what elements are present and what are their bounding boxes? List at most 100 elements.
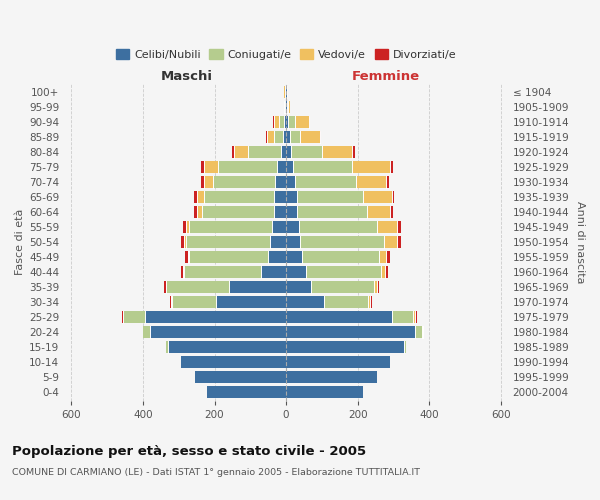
Bar (170, 296, 171, 308)
Bar (217, 296, 286, 308)
Bar (166, 281, 229, 293)
Bar (286, 356, 390, 368)
Bar (204, 176, 213, 188)
Bar (286, 101, 287, 114)
Bar (286, 131, 290, 143)
Text: COMUNE DI CARMIANO (LE) - Dati ISTAT 1° gennaio 2005 - Elaborazione TUTTITALIA.I: COMUNE DI CARMIANO (LE) - Dati ISTAT 1° … (12, 468, 420, 477)
Bar (190, 251, 268, 264)
Bar (288, 101, 290, 114)
Bar (181, 356, 286, 368)
Bar (185, 251, 188, 264)
Bar (270, 236, 286, 248)
Bar (194, 206, 197, 218)
Bar (266, 131, 267, 143)
Bar (286, 281, 311, 293)
Bar (422, 326, 424, 338)
Bar (356, 176, 386, 188)
Bar (184, 266, 261, 278)
Bar (284, 101, 286, 114)
Bar (290, 131, 301, 143)
Bar (234, 146, 248, 158)
Bar (374, 281, 377, 293)
Bar (194, 191, 197, 203)
Bar (286, 161, 293, 173)
Y-axis label: Anni di nascita: Anni di nascita (575, 201, 585, 283)
Bar (297, 191, 363, 203)
Bar (377, 221, 397, 234)
Bar (415, 311, 416, 323)
Bar (274, 131, 283, 143)
Bar (166, 341, 168, 353)
Bar (274, 116, 279, 128)
Bar (379, 251, 386, 264)
Bar (181, 236, 184, 248)
Bar (267, 131, 274, 143)
Bar (186, 221, 190, 234)
Bar (268, 251, 286, 264)
Bar (286, 386, 363, 398)
Bar (415, 326, 422, 338)
Bar (197, 191, 204, 203)
Bar (322, 146, 352, 158)
Bar (286, 341, 404, 353)
Bar (286, 116, 288, 128)
Text: Maschi: Maschi (160, 70, 212, 82)
Text: Popolazione per età, sesso e stato civile - 2005: Popolazione per età, sesso e stato civil… (12, 445, 366, 458)
Bar (320, 131, 321, 143)
Bar (323, 296, 368, 308)
Bar (284, 116, 286, 128)
Bar (201, 176, 204, 188)
Bar (370, 296, 372, 308)
Bar (386, 251, 390, 264)
Bar (293, 161, 352, 173)
Bar (283, 131, 286, 143)
Bar (292, 146, 322, 158)
Bar (286, 191, 297, 203)
Bar (392, 311, 413, 323)
Bar (297, 206, 367, 218)
Bar (404, 341, 406, 353)
Bar (286, 176, 295, 188)
Bar (413, 311, 415, 323)
Bar (363, 191, 392, 203)
Bar (186, 236, 270, 248)
Bar (286, 371, 377, 383)
Bar (286, 251, 302, 264)
Bar (248, 146, 281, 158)
Bar (204, 191, 274, 203)
Bar (274, 206, 286, 218)
Bar (181, 266, 184, 278)
Bar (208, 386, 286, 398)
Bar (275, 176, 286, 188)
Bar (188, 251, 190, 264)
Bar (287, 101, 288, 114)
Text: Femmine: Femmine (352, 70, 420, 82)
Bar (286, 206, 297, 218)
Bar (288, 116, 295, 128)
Bar (150, 326, 286, 338)
Bar (390, 161, 392, 173)
Bar (184, 236, 186, 248)
Bar (284, 86, 286, 99)
Bar (392, 191, 394, 203)
Bar (197, 206, 202, 218)
Bar (301, 236, 385, 248)
Bar (295, 116, 310, 128)
Bar (229, 281, 286, 293)
Bar (171, 296, 172, 308)
Bar (390, 206, 392, 218)
Bar (385, 266, 388, 278)
Bar (123, 311, 145, 323)
Bar (143, 326, 150, 338)
Bar (302, 251, 379, 264)
Bar (122, 311, 123, 323)
Bar (377, 281, 379, 293)
Bar (145, 311, 286, 323)
Bar (286, 221, 299, 234)
Bar (386, 176, 389, 188)
Bar (397, 236, 401, 248)
Bar (311, 281, 374, 293)
Bar (352, 161, 390, 173)
Bar (202, 206, 274, 218)
Bar (286, 326, 415, 338)
